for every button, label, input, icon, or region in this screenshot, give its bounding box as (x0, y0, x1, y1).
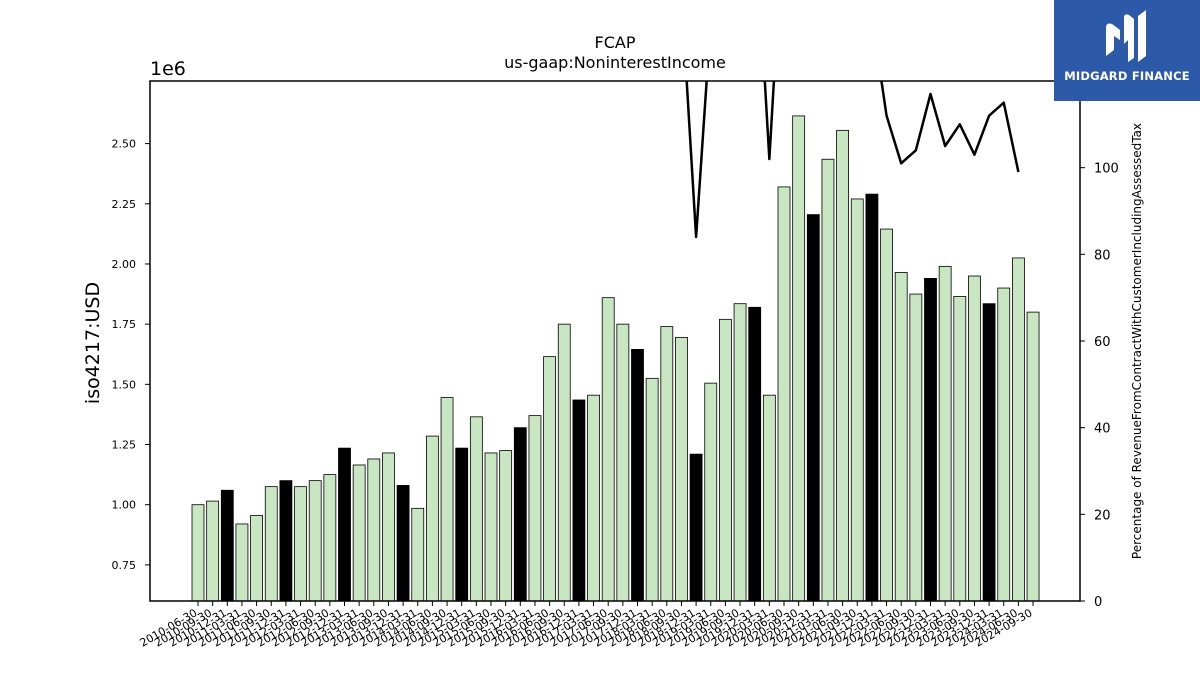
y2-tick-label: 0 (1094, 595, 1102, 610)
bar-2021-09-30 (850, 198, 864, 602)
bar-2018-03-31 (645, 377, 659, 602)
bar-2016-03-31 (528, 415, 542, 602)
bar-2011-09-30 (264, 486, 278, 602)
bar-2024-06-30 (1012, 257, 1025, 602)
chart-title: FCAP (595, 33, 636, 52)
bar-2015-12-31 (513, 427, 527, 602)
bar-2012-06-30 (308, 480, 322, 602)
bar-2022-12-31 (924, 278, 937, 602)
bar-2021-03-31 (821, 158, 835, 602)
bar-2014-12-31 (455, 447, 469, 602)
y-scale-label: 1e6 (150, 58, 186, 80)
bar-2016-12-31 (572, 399, 586, 602)
y2-axis-label: Percentage of RevenueFromContractWithCus… (1130, 123, 1144, 559)
y-tick-label: 2.25 (112, 198, 137, 211)
bar-2023-06-30 (953, 296, 967, 602)
bar-2020-06-30 (777, 186, 791, 602)
y-axis-ticks: 0.75 1.00 1.25 1.50 1.75 2.00 2.25 2.50 (112, 138, 150, 572)
y2-tick-label: 80 (1094, 248, 1111, 263)
bar-2022-09-30 (909, 293, 923, 602)
bar-2017-03-31 (587, 394, 600, 602)
bar-2020-12-31 (806, 214, 820, 602)
bar-2014-06-30 (425, 435, 439, 602)
y-tick-label: 1.75 (112, 318, 137, 331)
bar-2022-06-30 (894, 271, 908, 602)
bar-2013-12-31 (396, 485, 410, 602)
bar-2023-09-30 (968, 275, 981, 602)
bar-2013-06-30 (367, 458, 381, 602)
bar-2019-06-30 (719, 318, 732, 602)
bar-2019-09-30 (733, 303, 747, 602)
y-tick-label: 2.50 (112, 138, 137, 151)
bar-2014-03-31 (411, 507, 425, 602)
bar-2015-03-31 (469, 416, 483, 602)
bar-2023-12-31 (982, 303, 996, 602)
bar-2010-06-30 (191, 504, 205, 602)
bar-2015-06-30 (484, 452, 498, 602)
logo-text: MIDGARD FINANCE (1064, 69, 1190, 83)
bar-2020-09-30 (792, 115, 806, 602)
bar-2020-03-31 (762, 394, 776, 602)
y-tick-label: 1.25 (112, 439, 137, 452)
bar-2018-06-30 (660, 326, 674, 602)
bar-2018-09-30 (675, 336, 688, 602)
bar-2021-12-31 (865, 193, 879, 602)
bar-2022-03-31 (880, 228, 893, 602)
x-axis-ticks: 2010-06-302010-09-302010-12-312011-03-31… (138, 601, 1035, 650)
line-series (685, 81, 1020, 239)
bar-2013-03-31 (352, 464, 366, 602)
bar-2016-06-30 (543, 356, 556, 602)
bar-2013-09-30 (382, 452, 395, 602)
bar-2010-09-30 (206, 500, 220, 602)
bar-2010-12-31 (220, 489, 234, 602)
y2-tick-label: 20 (1094, 508, 1111, 523)
bar-2012-12-31 (338, 447, 351, 602)
y2-tick-label: 40 (1094, 422, 1111, 437)
bar-2019-03-31 (704, 382, 718, 602)
bar-2024-09-30 (1026, 311, 1040, 602)
bar-2012-03-31 (294, 486, 307, 602)
bar-2024-03-31 (997, 287, 1011, 602)
bar-2017-06-30 (601, 297, 615, 602)
bar-2011-12-31 (279, 480, 293, 602)
bar-series (191, 115, 1040, 602)
bar-2021-06-30 (836, 129, 849, 602)
y2-axis-ticks: 0 20 40 60 80 100 (1080, 162, 1119, 610)
bar-2012-09-30 (323, 474, 337, 602)
bar-2011-03-31 (235, 523, 249, 602)
y-tick-label: 1.00 (112, 499, 137, 512)
y2-tick-label: 60 (1094, 335, 1111, 350)
y-tick-label: 2.00 (112, 258, 137, 271)
bar-2017-09-30 (616, 323, 630, 602)
midgard-logo-icon (1106, 10, 1146, 62)
y-tick-label: 0.75 (112, 559, 137, 572)
y2-tick-label: 100 (1094, 162, 1119, 177)
chart-subtitle: us-gaap:NoninterestIncome (504, 53, 726, 72)
bar-2019-12-31 (748, 306, 762, 602)
bar-2018-12-31 (689, 453, 703, 602)
bar-2014-09-30 (440, 397, 454, 602)
bar-2015-09-30 (499, 450, 513, 602)
bar-2017-12-31 (631, 349, 644, 602)
bar-2023-03-31 (938, 265, 952, 602)
y-tick-label: 1.50 (112, 378, 137, 391)
line-path (685, 81, 1020, 239)
bar-2011-06-30 (250, 515, 264, 602)
y-axis-label: iso4217:USD (82, 282, 104, 404)
bar-2016-09-30 (557, 323, 571, 602)
logo: MIDGARD FINANCE (1054, 0, 1200, 101)
